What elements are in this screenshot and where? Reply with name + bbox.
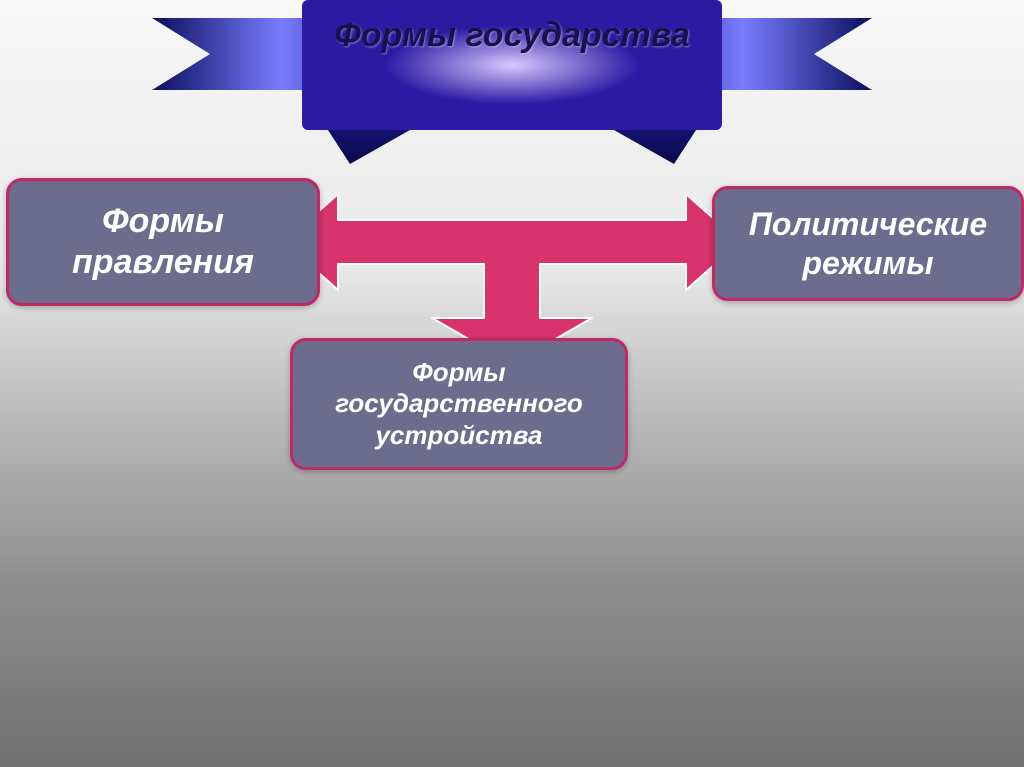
box-state-structure-forms: Формы государственного устройства: [290, 338, 628, 470]
title-banner: Формы государства: [152, 0, 872, 170]
box-bottom-line3: устройства: [335, 420, 583, 451]
box-right-line2: режимы: [749, 244, 987, 282]
box-left-line1: Формы: [72, 201, 254, 242]
title-line1: Формы: [334, 16, 456, 54]
box-political-regimes: Политические режимы: [712, 186, 1024, 301]
box-left-line2: правления: [72, 242, 254, 283]
title-line2: государства: [466, 16, 690, 54]
page-title: Формы государства: [302, 14, 722, 57]
box-bottom-line1: Формы: [335, 357, 583, 388]
box-forms-of-government: Формы правления: [6, 178, 320, 306]
box-bottom-line2: государственного: [335, 388, 583, 419]
box-right-line1: Политические: [749, 205, 987, 243]
